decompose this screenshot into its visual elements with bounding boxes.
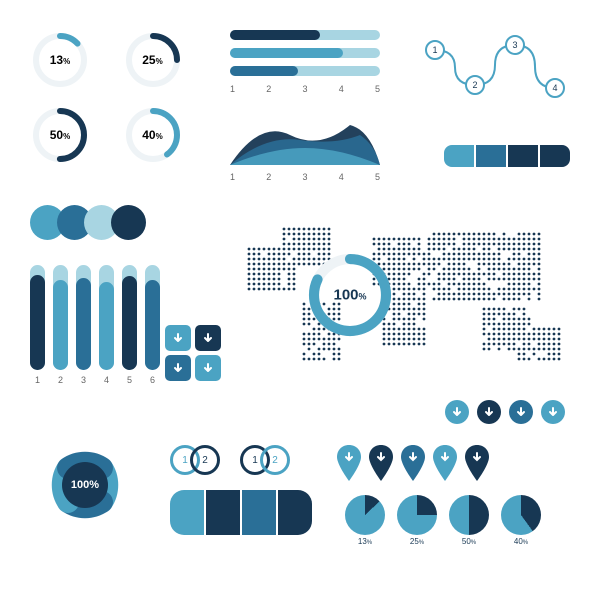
tab-blocks [170, 490, 312, 535]
donut-50: 50% [30, 105, 90, 165]
svg-text:1: 1 [432, 45, 437, 55]
arrow-down-icon[interactable] [165, 325, 191, 351]
arrow-down-icon[interactable] [477, 400, 501, 424]
svg-text:3: 3 [512, 40, 517, 50]
donut-40: 40% [123, 105, 183, 165]
arrow-circle-row [445, 400, 565, 424]
map-pin-icon [431, 445, 459, 481]
donut-13: 13% [30, 30, 90, 90]
color-palette [30, 205, 138, 240]
arrow-down-icon[interactable] [445, 400, 469, 424]
pill-row [444, 145, 570, 167]
arrow-down-icon[interactable] [195, 355, 221, 381]
arrow-down-icon[interactable] [509, 400, 533, 424]
area-chart: 12345 [230, 110, 380, 180]
world-map [230, 210, 570, 380]
arrow-button-grid [165, 325, 221, 381]
pie-row: 13%25%50%40% [345, 495, 541, 546]
map-donut: 100% [305, 250, 395, 340]
svg-text:2: 2 [472, 80, 477, 90]
map-pin-icon [463, 445, 491, 481]
horizontal-bars: 12345 [230, 30, 380, 94]
map-pin-icon [399, 445, 427, 481]
arrow-down-icon[interactable] [195, 325, 221, 351]
vertical-bars [30, 260, 160, 370]
arrow-down-icon[interactable] [541, 400, 565, 424]
arrow-down-icon[interactable] [165, 355, 191, 381]
svg-text:4: 4 [552, 83, 557, 93]
venn-pairs: 1212 [170, 445, 290, 475]
map-pin-icon [335, 445, 363, 481]
petal-chart: 100% [30, 430, 140, 540]
map-donut-value: 100 [333, 287, 358, 304]
map-pin-icon [367, 445, 395, 481]
donut-25: 25% [123, 30, 183, 90]
donut-grid: 13% 25% 50% 40% [30, 30, 190, 165]
petal-center: 100% [62, 462, 108, 508]
map-pins [335, 445, 491, 481]
timeline-chart: 1 2 3 4 [420, 30, 570, 100]
